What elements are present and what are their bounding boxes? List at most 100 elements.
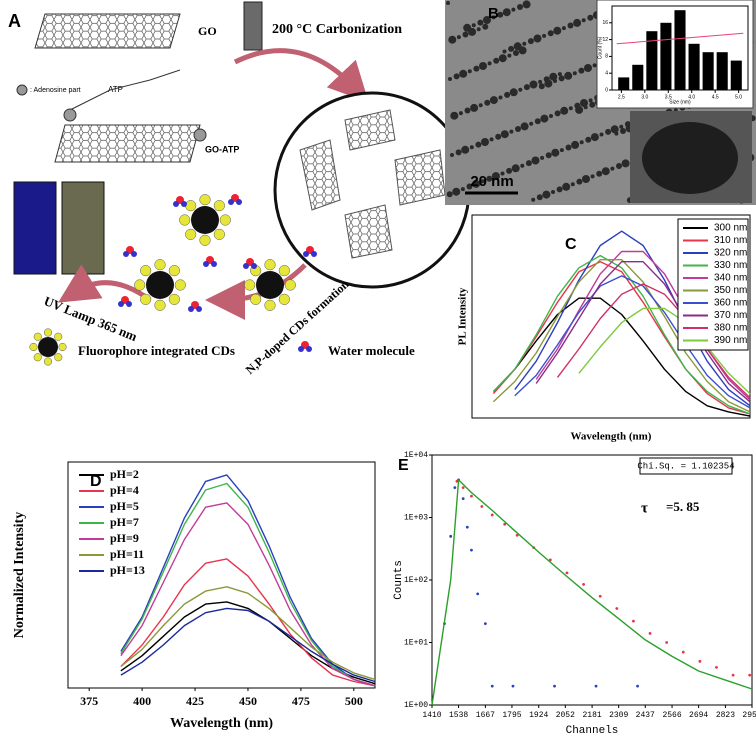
- tem-dot: [610, 166, 615, 171]
- legend-label: pH=7: [110, 515, 139, 529]
- tem-dot: [610, 125, 619, 134]
- fluorophore: [199, 234, 211, 246]
- cd-core: [191, 206, 219, 234]
- tem-dot: [543, 76, 550, 83]
- fit-line: [616, 32, 744, 45]
- water-h: [211, 261, 217, 267]
- tem-dot: [472, 179, 481, 188]
- tem-dot: [540, 155, 545, 160]
- fluorophore: [168, 293, 180, 305]
- legend-label: 330 nm: [714, 260, 747, 271]
- adenosine-label: : Adenosine part: [30, 87, 81, 94]
- tem-dot: [605, 128, 612, 135]
- x-tick-label: 375: [80, 694, 98, 708]
- tem-dot: [588, 98, 593, 103]
- legend-label: 370 nm: [714, 310, 747, 321]
- tem-dot: [564, 71, 573, 80]
- data-point: [582, 583, 585, 586]
- tem-dot: [478, 103, 483, 108]
- fluorophore: [54, 353, 63, 362]
- series-line: [120, 482, 376, 687]
- data-point: [553, 684, 556, 688]
- tem-dot: [473, 65, 480, 72]
- fluorophore: [284, 279, 296, 291]
- data-point: [615, 607, 619, 610]
- cd-sheet: [344, 109, 396, 151]
- y-tick-label: 1E+03: [404, 514, 428, 523]
- x-tick-label: 425: [186, 694, 204, 708]
- tem-dot: [565, 144, 572, 151]
- x-tick-label: 450: [239, 694, 257, 708]
- x-tick-label: 5.0: [735, 94, 742, 100]
- tem-dot: [479, 62, 487, 70]
- x-tick-label: 3.0: [641, 94, 648, 100]
- legend-label: pH=2: [110, 467, 139, 481]
- x-axis-label: Wavelength (nm): [170, 716, 273, 731]
- x-tick-label: 1410: [422, 711, 441, 720]
- tem-dot: [589, 101, 596, 108]
- x-tick-label: 1667: [476, 711, 495, 720]
- tem-dot: [587, 14, 594, 21]
- tem-dot: [504, 91, 511, 98]
- legend-label: 380 nm: [714, 323, 747, 334]
- cd-core: [146, 271, 174, 299]
- series-line: [556, 283, 751, 399]
- tem-dot: [579, 140, 584, 145]
- legend-label: 320 nm: [714, 248, 747, 259]
- tem-dot: [542, 33, 547, 38]
- fluorophore: [33, 353, 42, 362]
- tem-dot: [538, 83, 545, 90]
- x-tick-label: 4.0: [688, 94, 695, 100]
- series-line: [492, 261, 751, 415]
- arrow: [233, 48, 369, 103]
- water-h: [196, 306, 202, 312]
- tem-dot: [453, 73, 460, 80]
- tem-dot: [568, 106, 573, 111]
- tem-dot: [507, 53, 512, 58]
- tem-dot: [471, 23, 476, 28]
- fluorophore: [199, 194, 211, 206]
- fluorophore: [140, 293, 152, 305]
- tem-dot: [531, 156, 540, 165]
- tem-dot: [455, 149, 462, 156]
- tem-dot: [489, 96, 498, 105]
- fluorophore: [185, 228, 197, 240]
- cd-icon: [29, 328, 67, 366]
- tem-dot: [491, 15, 496, 20]
- x-tick-label: 475: [292, 694, 310, 708]
- tem-dot: [554, 110, 561, 117]
- plot-frame: [67, 461, 376, 689]
- water-h: [118, 301, 124, 307]
- x-tick-label: 2181: [583, 711, 602, 720]
- chi-box: [639, 457, 733, 475]
- legend-label: pH=11: [110, 547, 144, 561]
- tem-dot: [462, 31, 469, 38]
- carbonization-label: 200 °C Carbonization: [272, 22, 402, 37]
- tem-dot: [592, 63, 597, 68]
- go-sheet: [34, 13, 181, 49]
- tau: τ: [641, 500, 648, 516]
- legend-label: 390 nm: [714, 335, 747, 346]
- x-tick-label: 2566: [662, 711, 681, 720]
- tem-dot: [624, 121, 631, 128]
- fluorophore: [43, 357, 53, 366]
- x-tick-label: 2823: [716, 711, 735, 720]
- adenosine-icon: [63, 108, 77, 122]
- tem-dot: [616, 163, 622, 169]
- x-axis-label: Channels: [566, 725, 619, 737]
- tem-dot: [502, 8, 511, 17]
- water-h: [173, 201, 179, 207]
- tem-dot: [493, 57, 500, 64]
- tem-dot: [450, 111, 459, 120]
- tem-dot: [487, 61, 492, 66]
- fluorophore: [264, 299, 276, 311]
- water-h: [228, 199, 234, 205]
- cd-sheet: [394, 149, 446, 206]
- bar: [702, 52, 714, 90]
- panel-label: C: [565, 236, 577, 253]
- data-point: [461, 497, 465, 501]
- tem-dot: [517, 4, 523, 10]
- tem-dot: [452, 187, 461, 196]
- water-h: [181, 201, 187, 207]
- tem-dot: [562, 182, 571, 191]
